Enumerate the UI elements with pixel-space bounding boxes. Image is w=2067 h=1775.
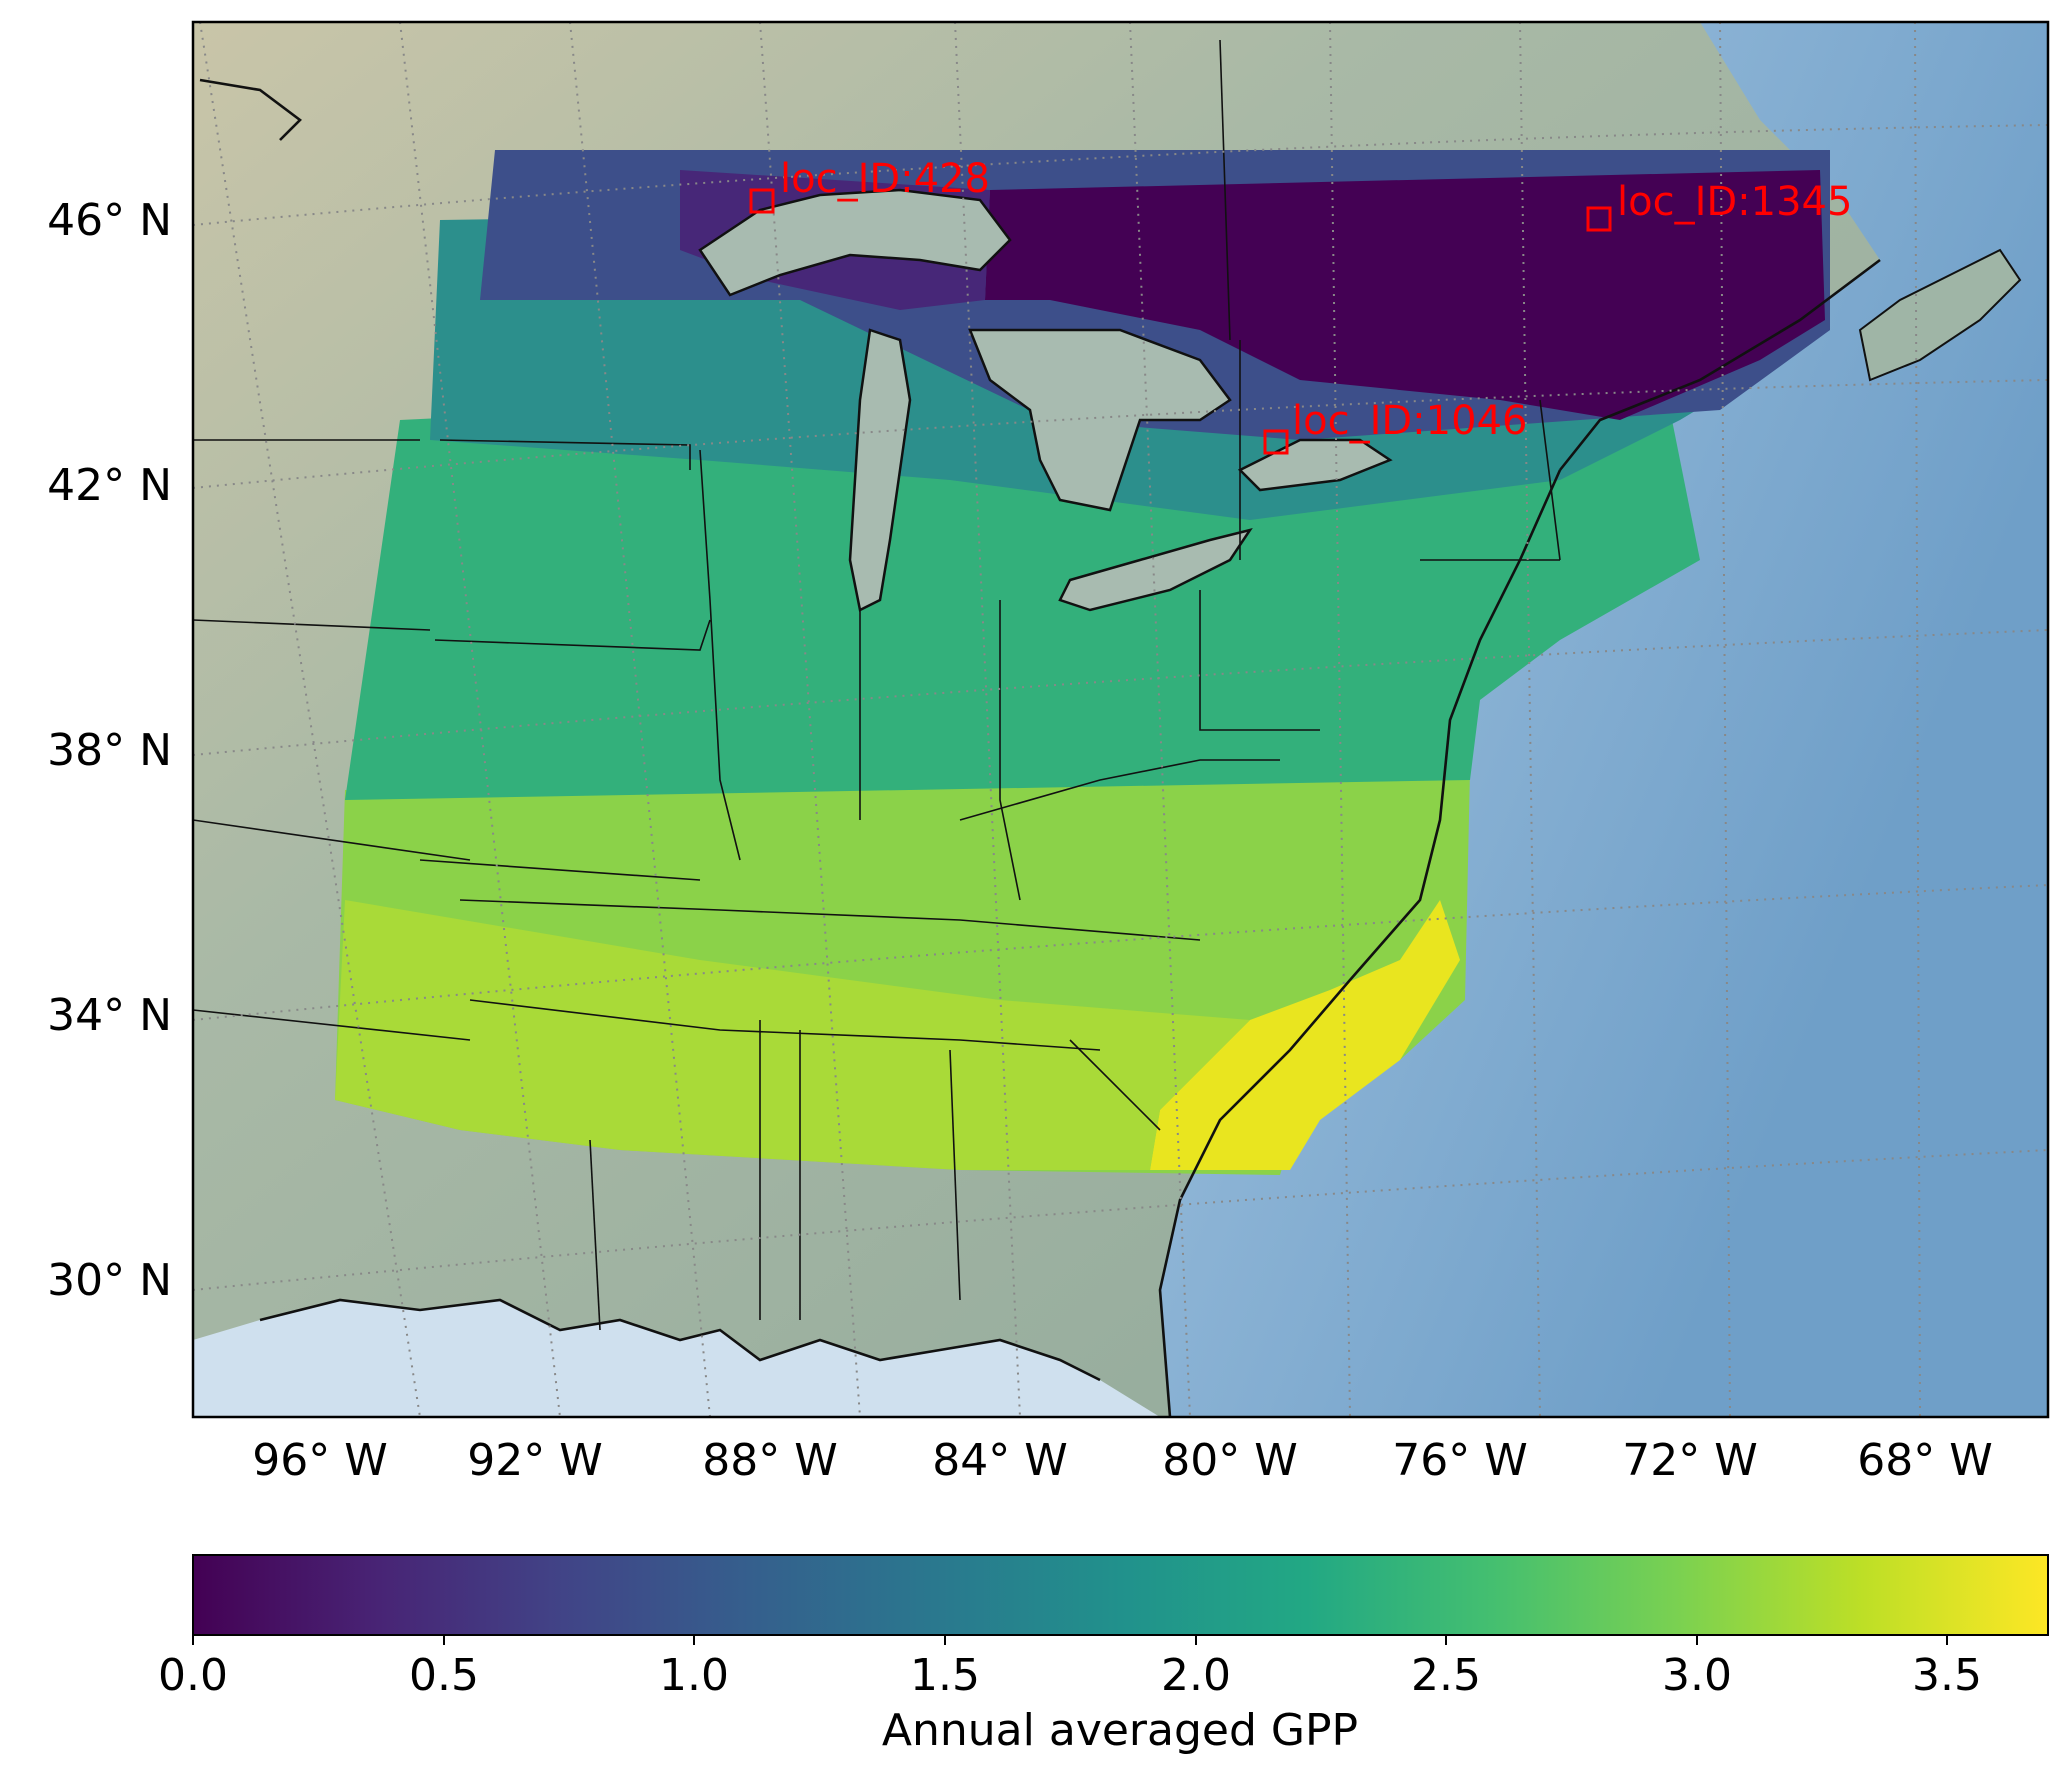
colorbar-ticks	[192, 1635, 1948, 1645]
colorbar-tick-label: 1.5	[910, 1650, 980, 1701]
lon-label: 84° W	[932, 1435, 1067, 1486]
lat-label: 42° N	[47, 460, 172, 511]
gpp-field-far-north	[985, 170, 1825, 420]
lon-label: 68° W	[1857, 1435, 1992, 1486]
lake-superior	[698, 188, 1012, 297]
location-markers: loc_ID:428 loc_ID:1345 loc_ID:1046	[749, 156, 1852, 455]
gulf-of-mexico	[193, 1300, 1160, 1417]
lon-label: 88° W	[702, 1435, 837, 1486]
lat-label: 34° N	[47, 990, 172, 1041]
latitude-labels: 46° N 42° N 38° N 34° N 30° N	[47, 195, 172, 1306]
lake-huron	[968, 328, 1232, 512]
colorbar-tick-label: 0.5	[409, 1650, 479, 1701]
colorbar: 0.0 0.5 1.0 1.5 2.0 2.5 3.0 3.5 Annual a…	[158, 1554, 2049, 1756]
map-panel: loc_ID:428 loc_ID:1345 loc_ID:1046	[193, 22, 2048, 1417]
coastline	[199, 78, 1881, 1417]
colorbar-tick-label: 0.0	[158, 1650, 228, 1701]
loc-428-marker	[749, 188, 775, 214]
great-lakes	[698, 188, 1393, 612]
colorbar-tick-labels: 0.0 0.5 1.0 1.5 2.0 2.5 3.0 3.5	[158, 1650, 1982, 1701]
longitude-labels: 96° W 92° W 88° W 84° W 80° W 76° W 72° …	[252, 1435, 1992, 1486]
lon-label: 76° W	[1392, 1435, 1527, 1486]
lake-erie	[1058, 528, 1253, 612]
nova-scotia	[1858, 248, 2022, 382]
loc-1345-label: loc_ID:1345	[1617, 179, 1852, 225]
loc-428-label: loc_ID:428	[780, 156, 990, 202]
lat-label: 46° N	[47, 195, 172, 246]
colorbar-tick-label: 3.0	[1662, 1650, 1732, 1701]
lon-label: 96° W	[252, 1435, 387, 1486]
lat-label: 30° N	[47, 1255, 172, 1306]
colorbar-tick-label: 1.0	[659, 1650, 729, 1701]
colorbar-tick-label: 2.5	[1411, 1650, 1481, 1701]
colorbar-tick-label: 3.5	[1912, 1650, 1982, 1701]
gpp-field-south-edge	[335, 900, 1250, 1170]
lon-label: 92° W	[467, 1435, 602, 1486]
lake-michigan	[848, 328, 912, 612]
loc-1046-label: loc_ID:1046	[1292, 398, 1527, 444]
gpp-field-carolina-coast	[1150, 900, 1460, 1170]
lon-label: 80° W	[1162, 1435, 1297, 1486]
state-boundaries	[193, 39, 1561, 1331]
graticule	[193, 22, 2048, 1417]
lat-label: 38° N	[47, 725, 172, 776]
loc-1046-marker	[1263, 429, 1289, 455]
colorbar-tick-label: 2.0	[1161, 1650, 1231, 1701]
lon-label: 72° W	[1622, 1435, 1757, 1486]
colorbar-label: Annual averaged GPP	[882, 1705, 1358, 1756]
colorbar-gradient	[192, 1554, 2049, 1636]
loc-1345-marker	[1586, 206, 1612, 232]
map-frame	[191, 20, 2050, 1419]
